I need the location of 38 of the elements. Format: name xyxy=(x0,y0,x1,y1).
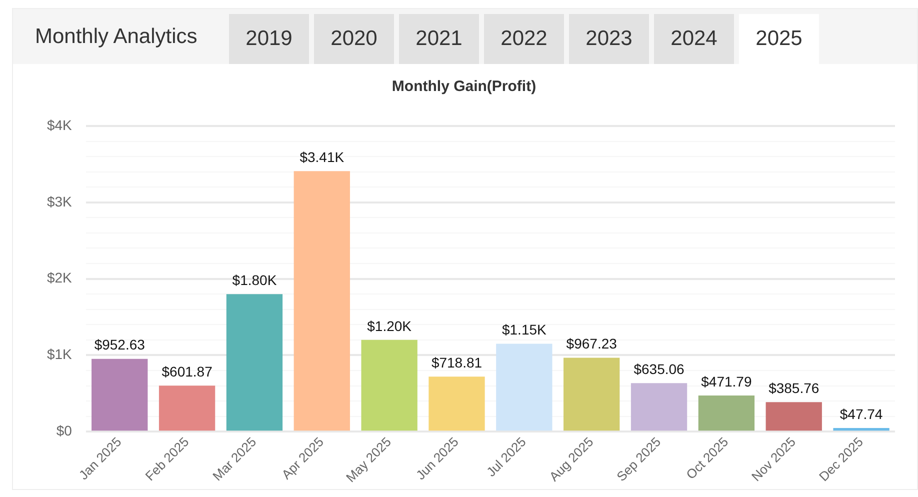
text: 2019 xyxy=(229,14,309,64)
data-label: $47.74 xyxy=(840,406,883,422)
bar xyxy=(158,386,216,431)
data-label: $1.15K xyxy=(502,322,548,338)
text: 2025 xyxy=(739,14,819,64)
y-tick-label: $0 xyxy=(56,422,72,438)
data-label: $967.23 xyxy=(566,336,618,352)
data-label: $1.80K xyxy=(232,272,278,288)
bar xyxy=(428,376,485,431)
bar xyxy=(92,358,148,431)
bar xyxy=(226,294,283,431)
chart-title: Monthly Gain(Profit) xyxy=(392,78,536,96)
bar xyxy=(361,340,418,431)
bar xyxy=(564,358,620,431)
text: 2022 xyxy=(484,14,564,64)
data-label: $385.76 xyxy=(768,380,820,396)
data-label: $1.20K xyxy=(367,318,412,334)
data-label: $3.41K xyxy=(300,148,345,165)
data-label: $471.79 xyxy=(701,373,752,390)
data-label: $635.06 xyxy=(634,360,685,377)
bar xyxy=(496,344,552,431)
y-tick-label: $1K xyxy=(46,346,73,362)
y-tick-label: $2K xyxy=(46,270,73,286)
text: 2020 xyxy=(314,14,394,64)
text: 2024 xyxy=(654,14,734,64)
data-label: $601.87 xyxy=(162,363,213,380)
bar xyxy=(294,171,350,431)
text: Monthly Analytics xyxy=(34,24,198,50)
data-label: $952.63 xyxy=(94,336,146,353)
bar xyxy=(766,402,822,431)
bar xyxy=(698,396,755,431)
text: 2023 xyxy=(569,14,649,64)
y-tick-label: $3K xyxy=(46,193,73,210)
bar xyxy=(630,383,688,431)
y-tick-label: $4K xyxy=(46,116,73,133)
bar xyxy=(833,428,890,431)
text: 2021 xyxy=(399,14,479,64)
data-label: $718.81 xyxy=(431,354,482,371)
